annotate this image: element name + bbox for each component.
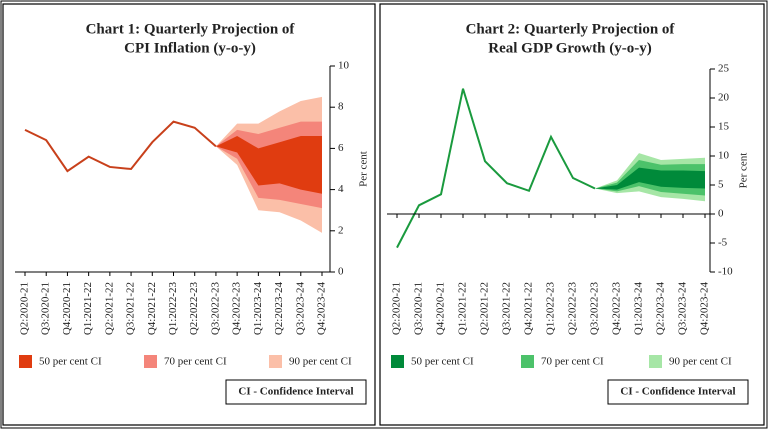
panel-border (2, 3, 376, 426)
x-tick-label: Q2:2020-21 (391, 282, 403, 335)
x-tick-label: Q4:2020-21 (435, 282, 447, 335)
actual-line (396, 88, 596, 249)
x-tick-label: Q2:2020-21 (19, 282, 31, 335)
x-tick-label: Q1:2022-23 (545, 282, 557, 336)
y-axis-label: Per cent (358, 151, 370, 187)
y-tick-label: 2 (338, 224, 344, 236)
y-tick-label: 8 (338, 101, 344, 113)
y-tick-label: 10 (338, 60, 350, 72)
x-tick-label: Q2:2021-22 (103, 282, 115, 335)
x-tick-label: Q3:2023-24 (677, 282, 689, 336)
x-tick-label: Q1:2022-23 (167, 282, 179, 336)
legend-label: 70 per cent CI (541, 356, 604, 368)
x-tick-label: Q3:2023-24 (294, 282, 306, 336)
legend-label: 50 per cent CI (39, 356, 102, 368)
chart-title: Chart 2: Quarterly Projection of (466, 21, 676, 37)
x-tick-label: Q1:2021-22 (82, 282, 94, 335)
legend-swatch (269, 355, 282, 368)
ci-band (595, 167, 705, 190)
x-tick-label: Q2:2023-24 (273, 282, 285, 336)
x-tick-label: Q3:2021-22 (501, 282, 513, 335)
y-tick-label: 25 (718, 63, 730, 75)
x-tick-label: Q4:2022-23 (611, 282, 623, 336)
y-tick-label: 15 (718, 121, 730, 133)
chart-title: CPI Inflation (y-o-y) (124, 40, 256, 56)
x-tick-label: Q2:2023-24 (655, 282, 667, 336)
note: CI - Confidence Interval (620, 386, 735, 398)
x-tick-label: Q4:2021-22 (146, 282, 158, 335)
x-tick-label: Q2:2021-22 (479, 282, 491, 335)
legend-label: 70 per cent CI (164, 356, 227, 368)
x-tick-label: Q1:2023-24 (633, 282, 645, 336)
x-tick-label: Q1:2023-24 (252, 282, 264, 336)
chart-title: Chart 1: Quarterly Projection of (86, 21, 296, 37)
legend-swatch (144, 355, 157, 368)
chart-title: Real GDP Growth (y-o-y) (488, 40, 651, 56)
x-tick-label: Q3:2020-21 (40, 282, 52, 335)
legend-label: 90 per cent CI (289, 356, 352, 368)
y-tick-label: 10 (718, 150, 730, 162)
y-tick-label: 0 (338, 266, 344, 278)
y-tick-label: 4 (338, 183, 344, 195)
x-tick-label: Q4:2021-22 (523, 282, 535, 335)
y-tick-label: 20 (718, 92, 730, 104)
x-tick-label: Q1:2021-22 (457, 282, 469, 335)
legend-swatch (649, 355, 662, 368)
x-tick-label: Q3:2021-22 (125, 282, 137, 335)
x-tick-label: Q2:2022-23 (188, 282, 200, 336)
panel-border (379, 3, 765, 426)
legend-label: 50 per cent CI (411, 356, 474, 368)
x-tick-label: Q3:2022-23 (209, 282, 221, 336)
y-tick-label: 5 (718, 179, 724, 191)
y-tick-label: -5 (718, 237, 728, 249)
y-tick-label: 6 (338, 142, 344, 154)
note-box (225, 379, 367, 405)
y-tick-label: -10 (718, 266, 733, 278)
x-tick-label: Q4:2022-23 (231, 282, 243, 336)
y-axis-label: Per cent (738, 153, 750, 189)
actual-line (24, 120, 217, 173)
note-box (607, 379, 749, 405)
legend-swatch (19, 355, 32, 368)
x-tick-label: Q4:2023-24 (699, 282, 711, 336)
x-tick-label: Q3:2022-23 (589, 282, 601, 336)
ci-band (215, 136, 322, 194)
y-tick-label: 0 (718, 208, 724, 220)
x-tick-label: Q2:2022-23 (567, 282, 579, 336)
legend-label: 90 per cent CI (669, 356, 732, 368)
x-tick-label: Q4:2020-21 (61, 282, 73, 335)
legend-swatch (521, 355, 534, 368)
note: CI - Confidence Interval (238, 386, 353, 398)
x-tick-label: Q4:2023-24 (316, 282, 328, 336)
legend-swatch (391, 355, 404, 368)
x-tick-label: Q3:2020-21 (413, 282, 425, 335)
